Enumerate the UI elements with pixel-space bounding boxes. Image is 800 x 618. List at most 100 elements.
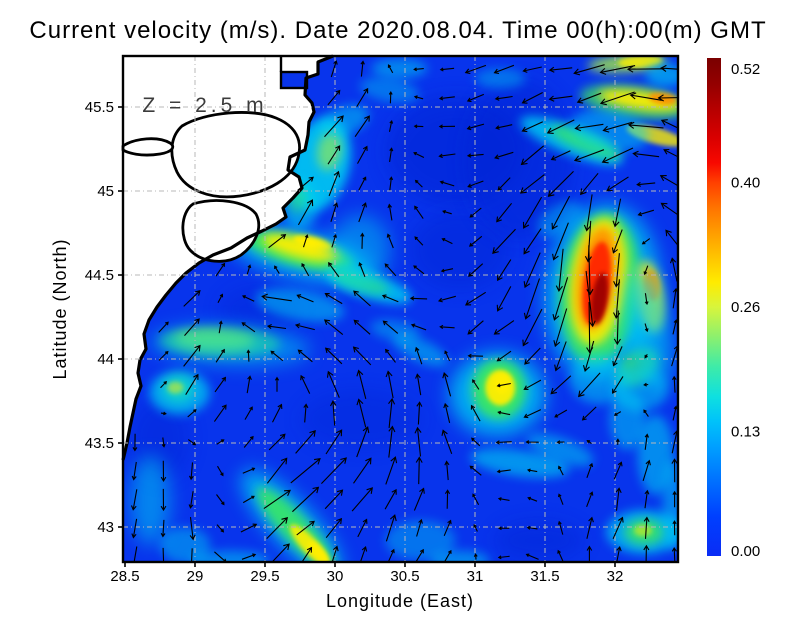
current-vector: [586, 491, 594, 507]
current-vector: [497, 410, 511, 416]
velocity-blob: [190, 550, 270, 562]
current-vector: [558, 465, 564, 476]
current-vector: [497, 259, 512, 282]
current-vector: [296, 294, 314, 303]
current-vector: [464, 64, 487, 75]
current-vector: [246, 375, 252, 394]
current-vector: [556, 440, 565, 445]
current-vector: [303, 403, 309, 423]
coastline: [121, 54, 334, 461]
current-vector: [659, 175, 678, 187]
current-vector: [526, 525, 538, 530]
current-vector: [643, 382, 649, 387]
current-vector: [641, 238, 651, 245]
velocity-blob: [493, 374, 510, 395]
velocity-blob: [160, 527, 211, 562]
current-vector: [669, 257, 678, 282]
current-vector: [388, 91, 393, 104]
current-vector: [672, 375, 677, 393]
velocity-blob: [537, 201, 584, 238]
current-vector: [243, 435, 254, 448]
current-vector: [261, 293, 292, 302]
current-vector: [351, 487, 374, 512]
current-vector: [414, 426, 422, 457]
current-vector: [442, 372, 452, 397]
lake-outline: [170, 111, 301, 199]
current-vector: [272, 403, 283, 423]
current-vector: [274, 265, 280, 274]
velocity-blob: [370, 319, 420, 342]
current-vector: [526, 468, 538, 473]
current-vector: [523, 252, 541, 289]
current-vector: [356, 87, 369, 107]
current-vector: [615, 487, 622, 511]
current-vector: [612, 376, 624, 394]
current-vector: [576, 92, 602, 104]
current-vector: [616, 546, 622, 562]
current-vector: [612, 346, 623, 367]
current-vector: [613, 310, 621, 346]
current-vector: [644, 293, 649, 306]
current-vector: [553, 308, 568, 348]
x-tick-label: 31: [467, 568, 484, 585]
current-vector: [606, 176, 629, 192]
current-vector: [615, 438, 620, 445]
current-vector: [381, 294, 399, 303]
current-vector: [158, 321, 169, 333]
current-vector: [497, 555, 510, 560]
current-vector: [552, 222, 569, 261]
current-vector: [321, 457, 347, 484]
current-vector: [672, 520, 677, 536]
current-vector: [599, 65, 636, 75]
colorbar: 0.52 0.40 0.26 0.13 0.00: [707, 58, 760, 560]
current-vector: [356, 398, 367, 428]
current-vector: [216, 494, 225, 506]
current-vector: [413, 151, 425, 158]
current-vector: [495, 440, 512, 445]
figure-title: Current velocity (m/s). Date 2020.08.04.…: [29, 17, 766, 44]
y-tick-label: 45.5: [85, 99, 114, 116]
velocity-blob: [634, 524, 652, 537]
current-vector: [441, 429, 453, 454]
x-axis-title: Longitude (East): [326, 591, 474, 611]
current-vector: [672, 405, 678, 421]
current-vector: [216, 439, 225, 445]
current-vector: [331, 234, 337, 248]
current-vector: [473, 553, 478, 560]
current-vector: [438, 124, 456, 129]
current-vector: [555, 248, 564, 293]
current-vector: [354, 115, 370, 138]
current-vector: [358, 261, 366, 278]
current-vector: [241, 322, 256, 333]
current-vector: [356, 426, 370, 458]
current-vector: [324, 293, 343, 305]
current-vector: [325, 429, 343, 455]
current-vector-arrows: [130, 60, 678, 562]
current-vector: [440, 268, 454, 273]
current-vector: [472, 379, 480, 390]
current-vector: [360, 232, 365, 249]
current-vector: [470, 404, 481, 422]
velocity-blob: [527, 433, 594, 467]
current-vector: [246, 349, 251, 362]
current-vector: [263, 489, 291, 510]
current-vector: [465, 291, 486, 306]
velocity-blob: [371, 58, 428, 79]
x-tick-label: 28.5: [110, 568, 139, 585]
velocity-blob: [475, 68, 526, 89]
current-vector: [469, 465, 482, 476]
current-vector: [185, 373, 199, 395]
current-vector: [521, 92, 543, 104]
current-vector: [189, 517, 196, 541]
current-vector: [415, 456, 423, 485]
current-vector: [443, 519, 452, 537]
current-vector: [242, 295, 255, 302]
current-vector: [496, 286, 512, 312]
current-vector: [387, 203, 393, 221]
current-vector: [246, 264, 252, 275]
current-vector: [414, 236, 424, 246]
current-vector: [643, 516, 650, 539]
coastal-lagoon: [279, 70, 309, 90]
lake-outline: [181, 199, 261, 263]
velocity-blob: [150, 325, 310, 367]
